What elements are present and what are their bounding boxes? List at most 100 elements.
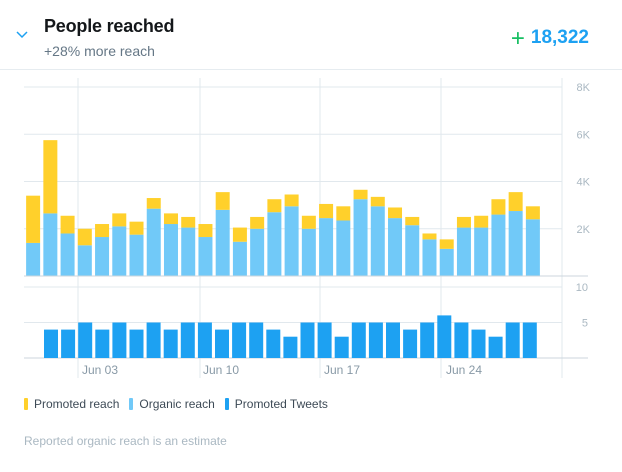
promoted-reach-bar <box>370 196 385 207</box>
organic-reach-bar <box>95 237 110 276</box>
promoted-reach-bar <box>284 194 299 207</box>
legend-swatch-promoted-reach <box>24 398 28 410</box>
promoted-tweets-bar <box>454 322 469 358</box>
organic-reach-bar <box>525 219 540 276</box>
promoted-reach-bar <box>215 192 230 210</box>
organic-reach-bar <box>388 218 403 276</box>
promoted-reach-bar <box>198 224 213 238</box>
organic-reach-bar <box>439 248 454 276</box>
organic-reach-bar <box>370 206 385 276</box>
promoted-reach-bar <box>491 199 506 215</box>
organic-reach-bar <box>456 227 471 276</box>
promoted-tweets-bar <box>232 322 247 358</box>
promoted-reach-bar <box>26 195 41 243</box>
promoted-tweets-bar <box>180 322 195 358</box>
organic-reach-bar <box>336 220 351 276</box>
legend-label-promoted-tweets: Promoted Tweets <box>234 397 328 411</box>
organic-reach-bar <box>163 224 178 276</box>
promoted-tweets-bar <box>334 336 349 358</box>
organic-reach-bar <box>60 233 75 276</box>
promoted-reach-bar <box>353 189 368 200</box>
y-tick-label: 2K <box>577 224 591 236</box>
organic-reach-bar <box>26 242 41 276</box>
x-tick-label: Jun 24 <box>446 363 482 377</box>
promoted-tweets-bar <box>112 322 127 358</box>
header-divider <box>0 69 622 70</box>
promoted-reach-bar <box>250 216 265 229</box>
promoted-tweets-bar <box>471 329 486 358</box>
legend-swatch-promoted-tweets <box>224 398 229 410</box>
x-tick-label: Jun 10 <box>203 363 239 377</box>
organic-reach-bar <box>181 227 196 276</box>
organic-reach-bar <box>146 208 161 276</box>
promoted-tweets-bar <box>351 322 366 358</box>
organic-reach-bar <box>508 211 523 276</box>
promoted-tweets-bar <box>249 322 264 358</box>
total-value: 18,322 <box>530 27 589 48</box>
promoted-reach-bar <box>77 228 92 246</box>
promoted-tweets-bar <box>300 322 315 358</box>
promoted-tweets-bar <box>368 322 383 358</box>
total-reach: + 18,322 <box>510 24 589 52</box>
promoted-reach-bar <box>439 239 454 249</box>
legend-item-promoted-tweets: Promoted Tweets <box>224 397 328 411</box>
promoted-reach-bar <box>43 140 58 214</box>
legend-label-promoted-reach: Promoted reach <box>34 397 120 411</box>
y-tick-label: 8K <box>577 82 591 94</box>
x-tick-label: Jun 17 <box>324 363 360 377</box>
chart-legend: Promoted reach Organic reach Promoted Tw… <box>24 397 338 411</box>
y-tick-label: 4K <box>577 177 591 189</box>
card-title: People reached <box>44 16 175 36</box>
promoted-tweets-bar <box>215 329 229 358</box>
plus-icon: + <box>510 24 525 52</box>
legend-item-organic-reach: Organic reach <box>129 397 215 411</box>
promoted-tweets-bar <box>505 322 520 358</box>
promoted-tweets-bar <box>163 329 178 358</box>
organic-reach-bar <box>215 209 230 276</box>
promoted-tweets-bar <box>129 329 144 358</box>
promoted-tweets-bar <box>78 322 93 358</box>
organic-reach-bar <box>112 226 127 276</box>
promoted-reach-bar <box>267 199 282 213</box>
promoted-reach-bar <box>388 207 403 219</box>
chevron-down-icon[interactable] <box>14 26 30 42</box>
promoted-tweets-bar <box>403 329 418 358</box>
promoted-tweets-bar <box>95 329 110 358</box>
promoted-tweets-bar <box>488 336 503 358</box>
footnote: Reported organic reach is an estimate <box>24 434 227 448</box>
promoted-reach-bar <box>181 216 196 228</box>
organic-reach-bar <box>43 213 58 276</box>
promoted-tweets-bar <box>44 329 58 358</box>
organic-reach-bar <box>250 228 265 276</box>
promoted-tweets-bar <box>386 322 400 358</box>
organic-reach-bar <box>405 225 420 276</box>
promoted-reach-bar <box>163 213 178 225</box>
organic-reach-bar <box>284 206 299 276</box>
promoted-reach-bar <box>422 233 437 240</box>
promoted-tweets-bar <box>437 315 452 358</box>
legend-swatch-organic-reach <box>129 398 134 410</box>
promoted-reach-bar <box>301 215 316 229</box>
promoted-reach-bar <box>336 206 351 221</box>
promoted-reach-bar <box>60 215 75 234</box>
promoted-reach-bar <box>508 192 523 212</box>
promoted-tweets-bar <box>420 322 435 358</box>
organic-reach-bar <box>319 218 334 276</box>
legend-label-organic-reach: Organic reach <box>139 397 215 411</box>
organic-reach-bar <box>301 228 316 276</box>
organic-reach-bar <box>232 241 247 276</box>
legend-item-promoted-reach: Promoted reach <box>24 397 119 411</box>
y-tick-label: 10 <box>576 282 588 294</box>
organic-reach-bar <box>422 239 437 276</box>
promoted-reach-bar <box>95 224 110 238</box>
promoted-reach-bar <box>232 227 247 242</box>
promoted-tweets-bar <box>317 322 332 358</box>
promoted-reach-bar <box>319 203 334 219</box>
organic-reach-bar <box>129 234 144 276</box>
y-tick-label: 6K <box>577 129 591 141</box>
promoted-reach-bar <box>474 215 489 228</box>
promoted-tweets-bar <box>283 336 298 358</box>
promoted-reach-bar <box>146 198 161 209</box>
organic-reach-bar <box>474 227 489 276</box>
